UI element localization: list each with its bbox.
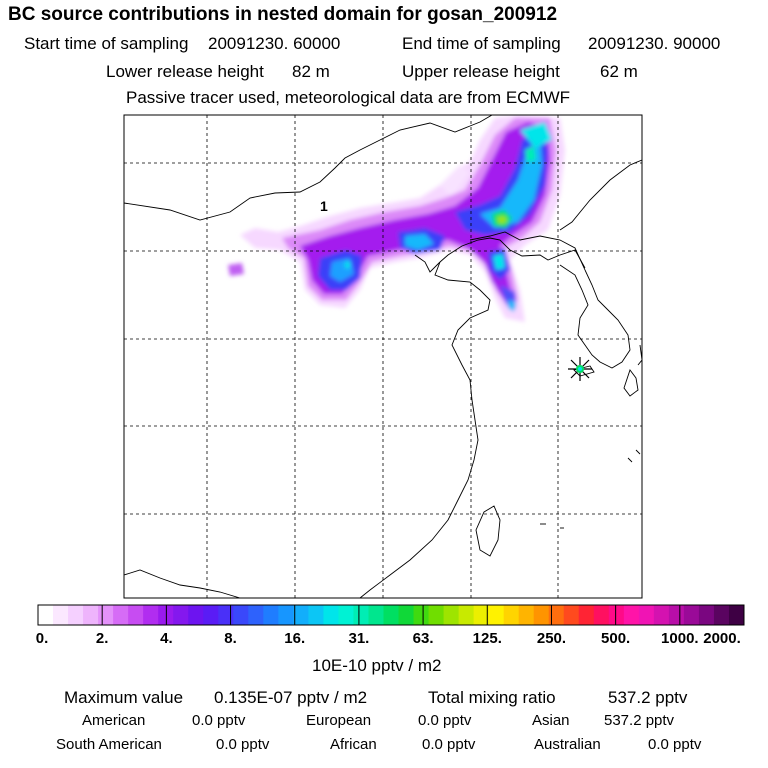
location-marker-label: 1 [320, 198, 328, 214]
colorbar-swatch [428, 605, 445, 625]
map-frame [123, 114, 643, 599]
colorbar-swatch [728, 605, 745, 625]
colorbar-tick-label: 1000. [661, 630, 699, 647]
region-name-south-american: South American [56, 736, 162, 753]
colorbar-swatch [218, 605, 234, 625]
upper-release-label: Upper release height [402, 62, 560, 81]
colorbar-tick-label: 8. [224, 630, 237, 647]
colorbar-swatch [323, 605, 339, 625]
colorbar-swatch [608, 605, 625, 625]
colorbar-swatch [38, 605, 54, 625]
colorbar-swatch [443, 605, 460, 625]
start-time-value: 20091230. 60000 [208, 34, 341, 53]
plume-field [228, 115, 565, 322]
receptor-star-icon [568, 357, 592, 381]
colorbar-swatch [458, 605, 475, 625]
colorbar-swatch [578, 605, 595, 625]
region-value-european: 0.0 pptv [418, 712, 472, 729]
colorbar-swatch [143, 605, 159, 625]
colorbar-swatch [188, 605, 204, 625]
colorbar-swatch [503, 605, 520, 625]
region-value-american: 0.0 pptv [192, 712, 246, 729]
colorbar-swatch [383, 605, 400, 625]
end-time-value: 20091230. 90000 [588, 34, 721, 53]
colorbar-swatch [593, 605, 610, 625]
colorbar-swatch [278, 605, 294, 625]
colorbar-frame [37, 604, 745, 626]
colorbar-swatch [203, 605, 219, 625]
colorbar-swatch [563, 605, 580, 625]
region-name-asian: Asian [532, 712, 570, 729]
colorbar-swatch [338, 605, 354, 625]
end-time-label: End time of sampling [402, 34, 561, 53]
colorbar-unit: 10E-10 pptv / m2 [312, 656, 442, 675]
colorbar-swatch [173, 605, 189, 625]
colorbar-swatch [698, 605, 715, 625]
colorbar-tick-label: 31. [348, 630, 370, 647]
colorbar-tick-label: 125. [472, 630, 502, 647]
region-name-american: American [82, 712, 146, 729]
colorbar-swatch [473, 605, 490, 625]
tracer-note: Passive tracer used, meteorological data… [126, 88, 571, 107]
colorbar-swatch [398, 605, 415, 625]
coastlines [124, 115, 642, 598]
start-time-label: Start time of sampling [24, 34, 189, 53]
colorbar-tick-label: 63. [412, 630, 434, 647]
colorbar-swatch [308, 605, 324, 625]
colorbar-swatch [713, 605, 730, 625]
lower-release-label: Lower release height [106, 62, 264, 81]
colorbar-swatch [233, 605, 249, 625]
total-mixing-value: 537.2 pptv [608, 688, 688, 707]
region-name-australian: Australian [534, 736, 601, 753]
colorbar-swatch [638, 605, 655, 625]
colorbar-swatch [83, 605, 99, 625]
max-value: 0.135E-07 pptv / m2 [214, 688, 368, 707]
colorbar-swatch [653, 605, 670, 625]
colorbar-tick-label: 2. [95, 630, 109, 647]
colorbar-swatch [293, 605, 309, 625]
colorbar-tick-label: 4. [160, 630, 173, 647]
colorbar-swatch [683, 605, 700, 625]
colorbar-swatch [353, 605, 369, 625]
region-value-african: 0.0 pptv [422, 736, 476, 753]
colorbar-swatch [623, 605, 640, 625]
colorbar-tick-label: 500. [601, 630, 631, 647]
lower-release-value: 82 m [292, 62, 330, 81]
colorbar-swatch [128, 605, 144, 625]
region-value-asian: 537.2 pptv [604, 712, 675, 729]
colorbar-tick-label: 250. [536, 630, 567, 647]
total-mixing-label: Total mixing ratio [428, 688, 556, 707]
region-name-european: European [306, 712, 372, 729]
colorbar-swatch [98, 605, 114, 625]
colorbar-swatch [668, 605, 685, 625]
colorbar-swatch [68, 605, 84, 625]
colorbar-swatch [368, 605, 384, 625]
colorbar-tick-label: 0. [35, 630, 49, 647]
colorbar-swatch [533, 605, 550, 625]
lat-lon-grid [124, 115, 642, 598]
upper-release-value: 62 m [600, 62, 638, 81]
colorbar-swatch [248, 605, 264, 625]
colorbar-swatch [488, 605, 505, 625]
colorbar-tick-label: 2000. [703, 630, 741, 647]
colorbar-swatch [413, 605, 430, 625]
colorbar-swatch [113, 605, 129, 625]
colorbar [37, 604, 745, 626]
colorbar-swatch [518, 605, 535, 625]
region-name-african: African [330, 736, 377, 753]
colorbar-swatch [548, 605, 565, 625]
max-value-label: Maximum value [64, 688, 184, 707]
region-value-south-american: 0.0 pptv [216, 736, 270, 753]
region-value-australian: 0.0 pptv [648, 736, 702, 753]
colorbar-swatch [53, 605, 69, 625]
plot-title: BC source contributions in nested domain… [8, 4, 558, 25]
colorbar-swatch [263, 605, 279, 625]
colorbar-tick-label: 16. [284, 630, 306, 647]
